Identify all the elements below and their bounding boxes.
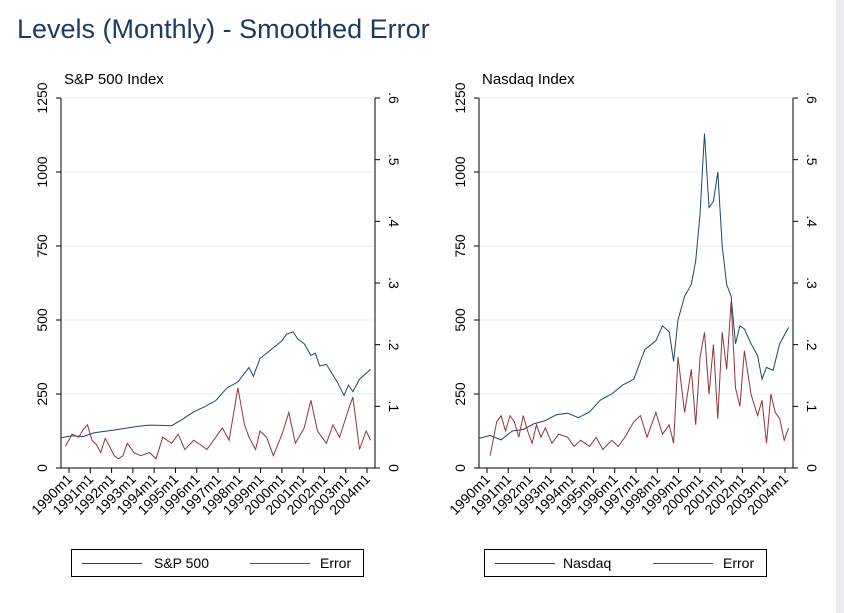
legend-label-index: S&P 500 (154, 555, 210, 571)
sp500-series-index-line (60, 331, 371, 439)
legend-label-error: Error (723, 555, 755, 571)
legend-label-index: Nasdaq (563, 555, 612, 571)
y-tick-label-right: .1 (386, 400, 402, 412)
y-tick-label-left: 1000 (34, 156, 50, 187)
legend-swatch-index (495, 563, 555, 564)
y-tick-label-right: .4 (386, 215, 402, 227)
window-edge (836, 0, 844, 613)
nasdaq-chart: Nasdaq Index 0 250 500 750 1000 1250 0 .1 .2 .3 .4.… (446, 71, 820, 518)
y-tick-label-right: .6 (804, 92, 820, 104)
y-tick-label-left: 0 (452, 464, 468, 472)
y-tick-label-left: 250 (452, 382, 468, 406)
y-tick-label-right: 0 (804, 464, 820, 472)
legend-label-error: Error (320, 555, 352, 571)
nasdaq-series-index-line (478, 133, 790, 441)
nasdaq-series-error-line (489, 301, 790, 456)
y-tick-label-right: 0 (386, 464, 402, 472)
y-tick-label-right: .4 (804, 215, 820, 227)
y-tick-label-right: .3 (804, 277, 820, 289)
y-tick-label-left: 750 (452, 234, 468, 258)
y-tick-label-left: 1250 (34, 82, 50, 113)
nasdaq-plot-title: Nasdaq Index (482, 71, 575, 88)
nasdaq-legend: Nasdaq Error (484, 549, 767, 577)
legend-swatch-error (250, 563, 310, 564)
y-tick-label-left: 500 (452, 308, 468, 332)
sp500-series-error-line (64, 387, 372, 460)
y-tick-label-left: 750 (34, 234, 50, 258)
legend-swatch-error (653, 563, 713, 564)
y-tick-label-right: .5 (804, 154, 820, 166)
y-tick-label-left: 500 (34, 308, 50, 332)
legend-swatch-index (82, 563, 142, 564)
sp500-chart: S&P 500 Index 0 250 500 750 1000 1250 0 .1 .2 .3 .4… (28, 71, 402, 518)
y-tick-label-left: 1000 (452, 156, 468, 187)
sp500-plot-title: S&P 500 Index (64, 71, 164, 88)
figure-title: Levels (Monthly) - Smoothed Error (17, 14, 430, 44)
y-tick-label-right: .6 (386, 92, 402, 104)
y-tick-label-right: .2 (804, 339, 820, 351)
y-tick-label-left: 250 (34, 382, 50, 406)
y-tick-label-left: 0 (34, 464, 50, 472)
sp500-legend: S&P 500 Error (71, 549, 364, 577)
y-tick-label-right: .1 (804, 400, 820, 412)
y-tick-label-left: 1250 (452, 82, 468, 113)
y-tick-label-right: .5 (386, 154, 402, 166)
y-tick-label-right: .2 (386, 339, 402, 351)
y-tick-label-right: .3 (386, 277, 402, 289)
